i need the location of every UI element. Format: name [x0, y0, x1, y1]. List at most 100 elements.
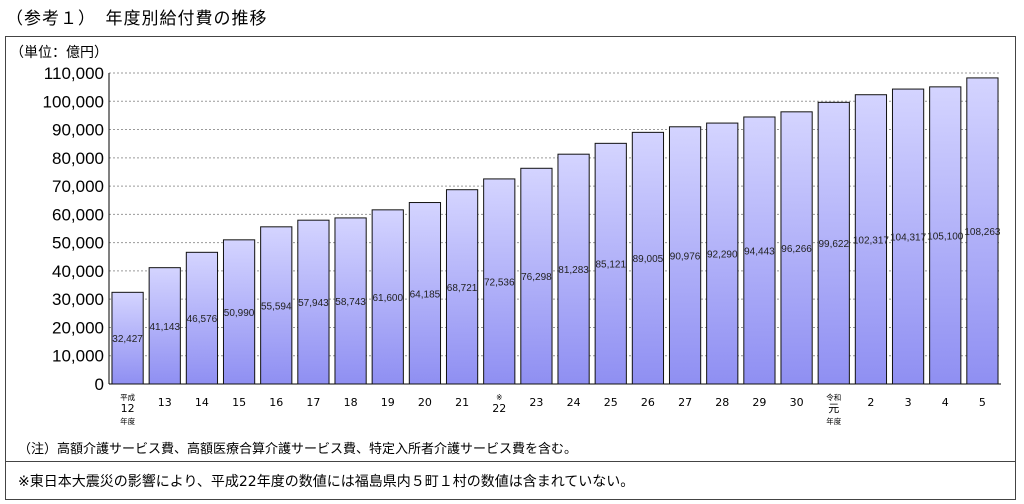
- data-label: 61,600: [372, 293, 403, 304]
- x-tick-label: 15: [232, 396, 246, 409]
- bar: [297, 219, 330, 385]
- x-tick-label: 18: [344, 396, 358, 409]
- y-tick-label: 100,000: [43, 92, 104, 111]
- bar: [631, 131, 665, 385]
- x-tick-label: 19: [381, 396, 395, 409]
- x-tick-label: 3: [905, 396, 912, 409]
- y-tick-label: 110,000: [44, 64, 104, 83]
- bar: [891, 88, 925, 385]
- x-tick-label: 年度: [826, 416, 841, 426]
- chart-footnote: （注）高額介護サービス費、高額医療合算介護サービス費、特定入所者介護サービス費を…: [18, 441, 577, 457]
- x-tick-label: 平成: [120, 392, 135, 402]
- x-tick-label: 26: [641, 396, 655, 409]
- y-axis-unit-label: （単位：億円）: [10, 45, 108, 61]
- y-tick-label: 50,000: [52, 234, 104, 253]
- data-label: 105,100: [927, 231, 964, 242]
- data-label: 99,622: [818, 239, 849, 250]
- y-tick-label: 70,000: [52, 177, 104, 196]
- data-label: 64,185: [410, 289, 441, 300]
- x-tick-label: 30: [790, 396, 804, 409]
- bar: [929, 86, 962, 385]
- data-label: 55,594: [261, 301, 292, 312]
- bar: [557, 153, 590, 385]
- x-tick-label: 年度: [120, 416, 135, 426]
- data-label: 32,427: [112, 334, 143, 345]
- bar: [780, 111, 813, 385]
- note-panel: ※東日本大震災の影響により、平成22年度の数値には福島県内５町１村の数値は含まれ…: [5, 462, 1016, 500]
- bar: [483, 178, 516, 385]
- x-tick-label: 25: [604, 396, 618, 409]
- x-tick-label: 元: [828, 402, 839, 415]
- data-label: 104,317: [890, 233, 927, 244]
- x-tick-label: 23: [529, 396, 543, 409]
- y-tick-label: 90,000: [52, 121, 104, 140]
- page-title: （参考１） 年度別給付費の推移: [6, 9, 268, 29]
- y-tick-label: 30,000: [52, 290, 104, 309]
- data-label: 90,976: [670, 251, 701, 262]
- x-tick-label: 21: [455, 396, 469, 409]
- x-tick-label: 29: [752, 396, 766, 409]
- x-tick-label: 12: [121, 402, 135, 415]
- data-labels: 32,427 41,143 46,576 50,990 55,594 57,943 58,7…: [112, 227, 1001, 345]
- data-label: 46,576: [187, 314, 218, 325]
- data-label: 102,317: [853, 235, 890, 246]
- y-tick-label: 40,000: [52, 262, 104, 281]
- data-label: 96,266: [781, 244, 812, 255]
- bar: [817, 101, 850, 385]
- x-tick-label: 27: [678, 396, 692, 409]
- data-label: 81,283: [558, 265, 589, 276]
- data-label: 68,721: [447, 283, 478, 294]
- bar: [743, 116, 776, 385]
- y-tick-label: 10,000: [52, 347, 104, 366]
- bar: [854, 94, 888, 385]
- chart-panel: （単位：億円） 0 10,000 20,000 30,000 40,000 50,000 6…: [5, 36, 1016, 462]
- grid-lines: [108, 72, 1001, 385]
- y-tick-label: 80,000: [52, 149, 104, 168]
- data-label: 85,121: [595, 260, 626, 271]
- x-tick-label: 令和: [826, 392, 841, 402]
- bar: [148, 267, 181, 385]
- y-tick-label: 20,000: [52, 318, 104, 337]
- data-label: 94,443: [744, 246, 775, 257]
- x-tick-label: 13: [158, 396, 172, 409]
- bar-chart: （単位：億円） 0 10,000 20,000 30,000 40,000 50,000 6…: [10, 45, 1001, 457]
- data-label: 57,943: [298, 298, 329, 309]
- data-label: 108,263: [964, 227, 1001, 238]
- x-tick-label: 14: [195, 396, 209, 409]
- bar: [408, 202, 442, 385]
- bar: [668, 126, 702, 385]
- x-tick-label: 17: [306, 396, 320, 409]
- x-tick-label: 2: [867, 396, 874, 409]
- x-tick-label: 5: [979, 396, 986, 409]
- x-tick-label: 28: [715, 396, 729, 409]
- bar: [334, 217, 367, 385]
- x-tick-label: 22: [492, 402, 506, 415]
- bar: [445, 189, 479, 385]
- y-tick-label: 60,000: [52, 205, 104, 224]
- x-tick-label: 4: [942, 396, 949, 409]
- bar: [111, 291, 144, 385]
- data-label: 76,298: [521, 272, 552, 283]
- data-label: 58,743: [335, 297, 366, 308]
- x-tick-label: 20: [418, 396, 432, 409]
- data-label: 50,990: [224, 308, 255, 319]
- bar: [222, 239, 256, 385]
- bar: [371, 209, 404, 385]
- bar: [520, 167, 553, 385]
- bar: [594, 142, 627, 385]
- y-tick-label: 0: [95, 375, 104, 394]
- bars: [111, 77, 999, 385]
- bar: [706, 122, 739, 385]
- x-tick-label: 16: [269, 396, 283, 409]
- bar: [966, 77, 999, 385]
- bar: [260, 226, 293, 385]
- x-tick-label: 24: [567, 396, 581, 409]
- data-label: 89,005: [633, 254, 664, 265]
- earthquake-note: ※東日本大震災の影響により、平成22年度の数値には福島県内５町１村の数値は含まれ…: [18, 474, 635, 490]
- bar: [185, 251, 219, 385]
- x-tick-label: ※: [496, 393, 502, 402]
- data-label: 72,536: [484, 277, 515, 288]
- data-label: 41,143: [149, 322, 180, 333]
- y-axis-ticks: 0 10,000 20,000 30,000 40,000 50,000 60,000 70,…: [43, 64, 104, 394]
